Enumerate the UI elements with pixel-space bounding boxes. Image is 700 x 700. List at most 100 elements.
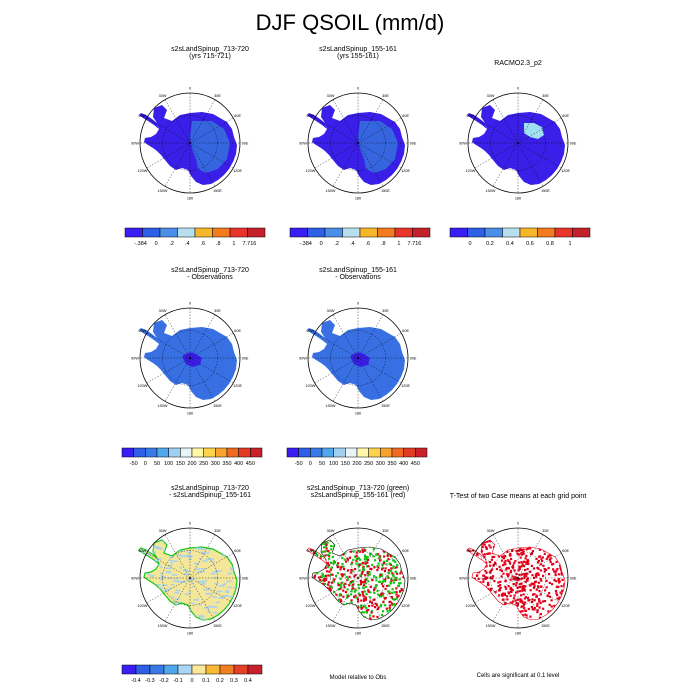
lon-label-nne: 30E xyxy=(214,529,221,533)
colorbar-tick-label: .6 xyxy=(200,241,205,247)
colorbar-box xyxy=(554,227,573,238)
colorbar-box xyxy=(321,447,334,458)
lon-label-left: 90W xyxy=(131,142,139,146)
colorbar-box xyxy=(394,227,413,238)
lon-label-top: 0 xyxy=(517,522,519,526)
colorbar-tick-label: 150 xyxy=(341,461,350,467)
colorbar-box xyxy=(203,447,216,458)
lon-label-bottom: 180 xyxy=(355,412,361,416)
map-boundary xyxy=(139,307,241,409)
colorbar-panel-4: -50 0 50 100 150 200 250 300 350 400 450 xyxy=(121,447,263,467)
lon-label-sw: 120W xyxy=(465,169,475,173)
lon-label-bottom: 180 xyxy=(187,197,193,201)
lon-label-left: 90W xyxy=(299,577,307,581)
colorbar-tick-label: 0 xyxy=(320,241,323,247)
lon-label-ssw: 150W xyxy=(158,189,168,193)
lon-label-ssw: 150W xyxy=(326,189,336,193)
colorbar-box xyxy=(250,447,263,458)
colorbar-tick-label: 0 xyxy=(468,241,471,247)
lon-label-sse: 150E xyxy=(381,404,390,408)
graticule xyxy=(308,528,408,628)
colorbar-box xyxy=(149,664,165,675)
colorbar-tick-label: -50 xyxy=(130,461,138,467)
colorbar-tick-label: 7.716 xyxy=(243,241,257,247)
colorbar-box xyxy=(356,447,369,458)
note-model-relative: Model relative to Obs xyxy=(329,675,387,681)
colorbar-box xyxy=(191,664,207,675)
lon-label-nne: 30E xyxy=(382,94,389,98)
panel-6-title-line1: s2sLandSpinup_713-720 xyxy=(171,485,249,492)
map-panel-6: 0 30E 60E 90E 120E 150E 180 150W 120W 90W 60W 30W xyxy=(131,522,249,636)
lon-label-left: 90W xyxy=(299,357,307,361)
panel-2-title: s2sLandSpinup_155-161 (yrs 155-161) xyxy=(258,46,458,60)
lon-label-left: 90W xyxy=(459,142,467,146)
colorbar-tick-label: 250 xyxy=(199,461,208,467)
colorbar-box xyxy=(238,447,251,458)
colorbar-box xyxy=(180,447,193,458)
antarctica-land xyxy=(311,539,406,621)
lon-label-se: 120E xyxy=(233,384,242,388)
interior-region xyxy=(358,121,398,173)
lon-label-bottom: 180 xyxy=(187,412,193,416)
lon-label-ne: 60E xyxy=(402,549,409,553)
colorbar-box xyxy=(156,447,169,458)
colorbar-tick-label: 0 xyxy=(155,241,158,247)
lon-label-ssw: 150W xyxy=(486,189,496,193)
colorbar-box xyxy=(359,227,378,238)
lon-label-ssw: 150W xyxy=(326,624,336,628)
colorbar-box xyxy=(412,227,431,238)
peninsula-land xyxy=(307,328,327,344)
colorbar-tick-label: 0 xyxy=(144,461,147,467)
colorbar-box xyxy=(163,664,179,675)
lon-label-right: 90E xyxy=(410,577,417,581)
colorbar-tick-label: 250 xyxy=(364,461,373,467)
colorbar-tick-label: 300 xyxy=(376,461,385,467)
lon-label-sse: 150E xyxy=(381,189,390,193)
colorbar-box xyxy=(142,227,161,238)
lon-label-ssw: 150W xyxy=(158,624,168,628)
colorbar-panel-5: -50 0 50 100 150 200 250 300 350 400 450 xyxy=(286,447,428,467)
panel-7-title-line1: s2sLandSpinup_713-720 (green) xyxy=(306,485,410,492)
panel-6-title: s2sLandSpinup_713-720 - s2sLandSpinup_15… xyxy=(110,485,310,499)
graticule xyxy=(308,308,408,408)
colorbar-tick-label: 400 xyxy=(399,461,408,467)
colorbar-box xyxy=(333,447,346,458)
interior-region xyxy=(190,121,230,173)
lon-label-se: 120E xyxy=(401,169,410,173)
lon-label-nne: 30E xyxy=(542,529,549,533)
panel-3-title-line1: RACMO2.3_p2 xyxy=(494,60,542,67)
colorbar-tick-label: -.384 xyxy=(299,241,312,247)
colorbar-tick-label: 0 xyxy=(190,678,193,684)
colorbar-box xyxy=(572,227,591,238)
lon-label-nw: 60W xyxy=(138,329,146,333)
lon-label-ne: 60E xyxy=(562,114,569,118)
lon-label-top: 0 xyxy=(189,522,191,526)
lon-label-bottom: 180 xyxy=(355,197,361,201)
colorbar-box xyxy=(145,447,158,458)
colorbar-tick-label: 50 xyxy=(319,461,325,467)
lon-label-se: 120E xyxy=(401,604,410,608)
colorbar-box xyxy=(391,447,404,458)
antarctica-land xyxy=(472,105,565,185)
panel-5-title-line2: - Observations xyxy=(335,274,381,281)
lon-label-nw: 60W xyxy=(138,114,146,118)
colorbar-tick-label: -0.1 xyxy=(173,678,182,684)
lon-label-sse: 150E xyxy=(213,189,222,193)
colorbar-tick-label: 100 xyxy=(164,461,173,467)
colorbar-box xyxy=(342,227,361,238)
map-panel-2: 0 30E 60E 90E 120E 150E 180 150W 120W 90W 60W 30W xyxy=(299,87,417,201)
lon-label-ne: 60E xyxy=(234,114,241,118)
colorbar-box xyxy=(194,227,213,238)
colorbar-tick-label: .8 xyxy=(381,241,386,247)
colorbar-box xyxy=(226,447,239,458)
lon-label-ne: 60E xyxy=(234,549,241,553)
peninsula-land xyxy=(307,113,327,129)
lon-label-bottom: 180 xyxy=(515,632,521,636)
lon-label-sw: 120W xyxy=(465,604,475,608)
colorbar-tick-label: 1 xyxy=(568,241,571,247)
lon-label-bottom: 180 xyxy=(355,632,361,636)
lon-label-bottom: 180 xyxy=(515,197,521,201)
colorbar-box xyxy=(121,664,137,675)
colorbar-tick-label: 0.4 xyxy=(506,241,514,247)
colorbar-box xyxy=(124,227,143,238)
